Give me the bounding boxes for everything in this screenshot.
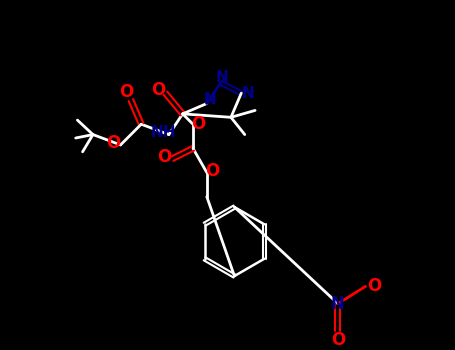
Text: O: O xyxy=(151,81,165,99)
Text: O: O xyxy=(106,134,121,152)
Text: O: O xyxy=(331,331,345,349)
Text: NH: NH xyxy=(151,125,177,140)
Text: N: N xyxy=(241,86,254,101)
Text: O: O xyxy=(120,83,134,102)
Text: N: N xyxy=(331,295,345,313)
Text: O: O xyxy=(191,115,205,133)
Text: O: O xyxy=(367,278,381,295)
Text: O: O xyxy=(205,162,219,180)
Text: N: N xyxy=(204,92,217,107)
Text: N: N xyxy=(216,70,229,85)
Text: O: O xyxy=(157,148,172,166)
